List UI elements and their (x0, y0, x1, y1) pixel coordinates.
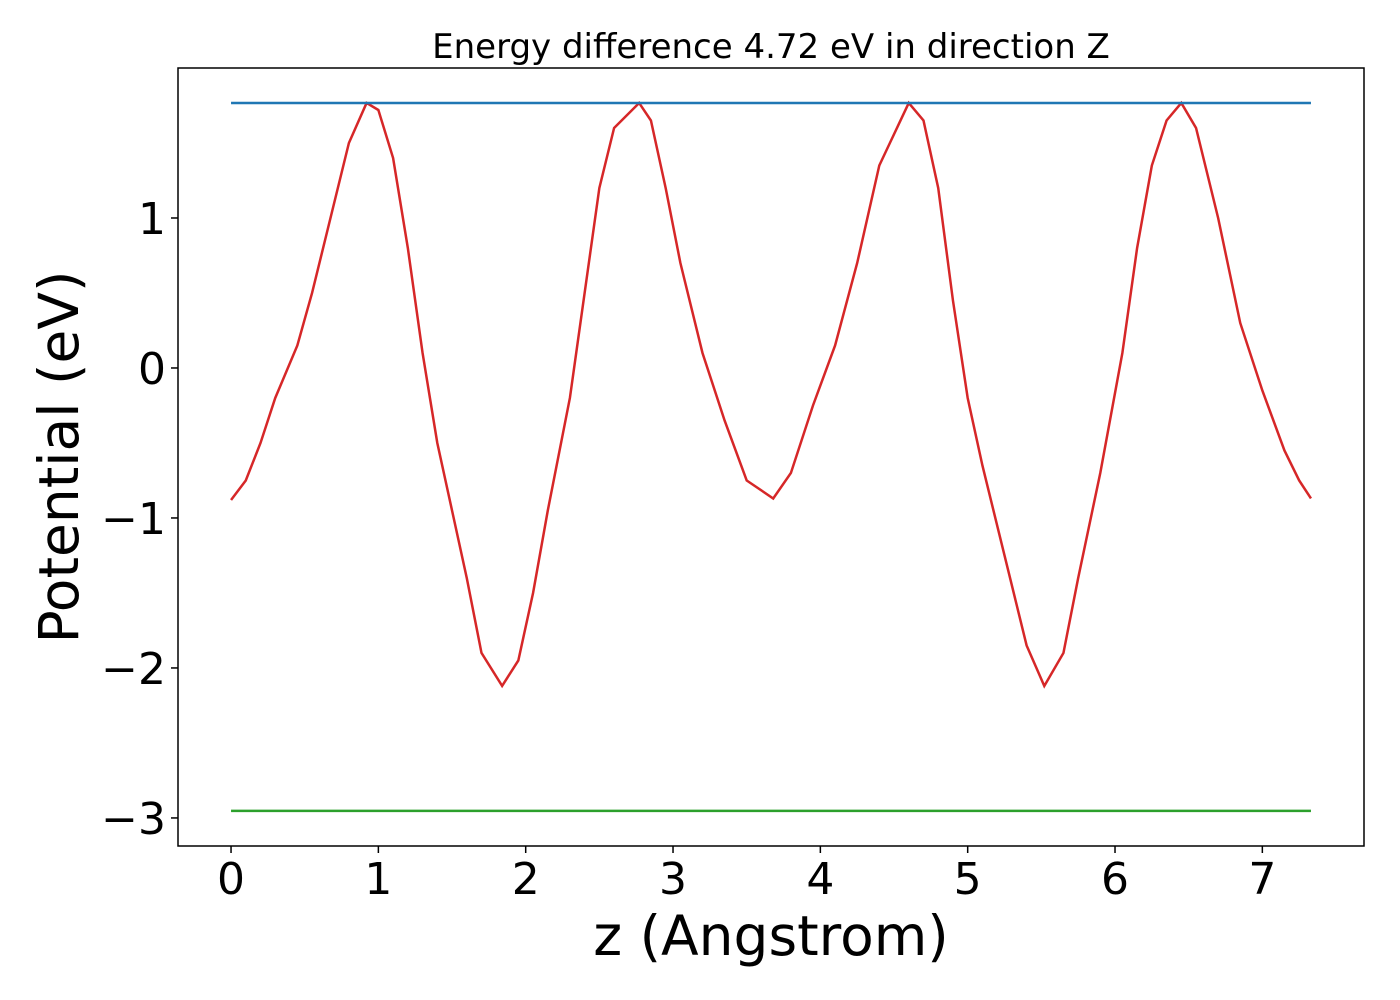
y-tick-label: 0 (138, 344, 166, 395)
x-tick-label: 6 (1101, 854, 1129, 905)
x-tick-label: 3 (659, 854, 687, 905)
x-tick-label: 7 (1248, 854, 1276, 905)
x-tick-label: 0 (217, 854, 245, 905)
plot-frame (177, 67, 1365, 847)
y-axis-label: Potential (eV) (27, 271, 91, 644)
x-tick-label: 5 (954, 854, 982, 905)
y-tick-label: 1 (138, 194, 166, 245)
y-tick-label: −3 (101, 794, 166, 845)
y-tick-label: −1 (101, 494, 166, 545)
x-tick-label: 2 (512, 854, 540, 905)
y-tick-label: −2 (101, 644, 166, 695)
line (230, 100, 1313, 689)
chart-title: Energy difference 4.72 eV in direction Z (432, 27, 1110, 67)
x-tick-label: 4 (806, 854, 834, 905)
x-tick-label: 1 (364, 854, 392, 905)
x-axis-label: z (Angstrom) (593, 904, 949, 968)
